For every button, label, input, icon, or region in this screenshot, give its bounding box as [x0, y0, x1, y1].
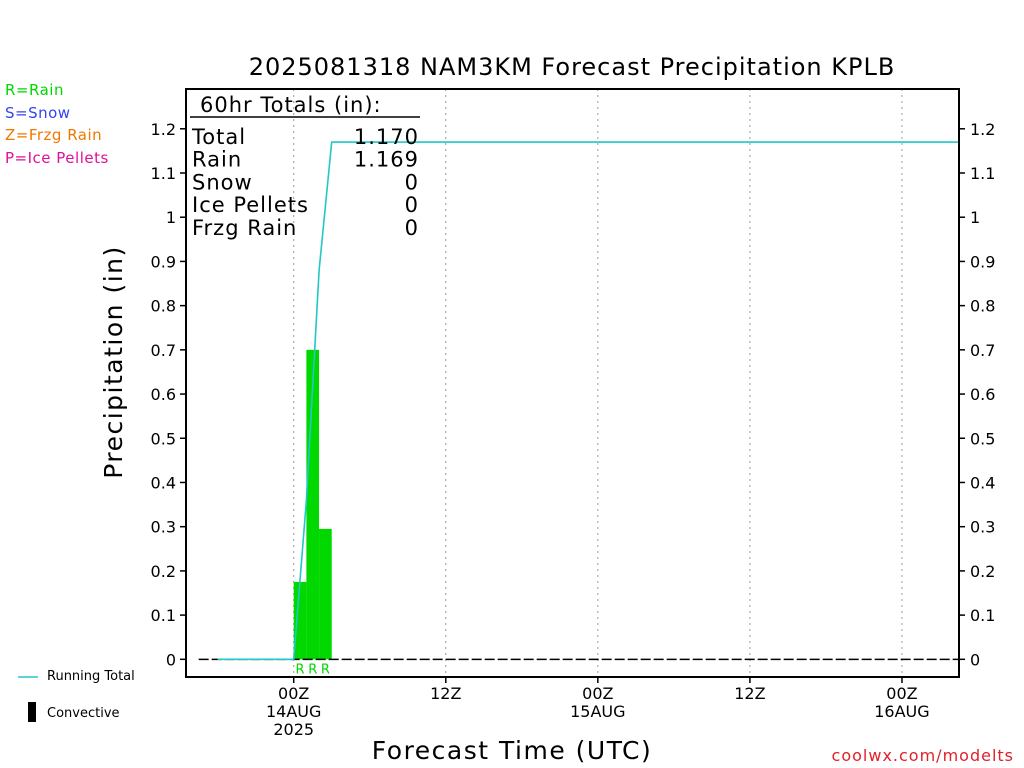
- y-tick-label-right: 0: [970, 650, 980, 669]
- x-tick-label: 00Z: [278, 684, 309, 703]
- y-tick-label-right: 0.1: [970, 606, 995, 625]
- convective-key-label: Convective: [47, 706, 120, 721]
- y-tick-label-right: 1: [970, 208, 980, 227]
- convective-key-swatch: [28, 702, 36, 722]
- y-tick-label-left: 0.2: [151, 562, 176, 581]
- totals-row-value: 1.169: [354, 148, 419, 172]
- totals-row-label: Snow: [192, 170, 253, 194]
- totals-row-label: Rain: [192, 148, 242, 172]
- legend-snow: S=Snow: [5, 104, 71, 122]
- totals-row-value: 0: [405, 170, 419, 194]
- y-tick-label-left: 0.9: [151, 252, 176, 271]
- x-tick-label: 2025: [273, 720, 314, 739]
- y-tick-label-left: 1.2: [151, 120, 176, 139]
- y-tick-label-left: 0.6: [151, 385, 176, 404]
- y-tick-label-right: 0.7: [970, 341, 995, 360]
- totals-row-label: Ice Pellets: [192, 193, 309, 217]
- x-tick-label: 16AUG: [874, 702, 929, 721]
- plot-frame: [185, 88, 960, 678]
- line-layer: [198, 141, 959, 661]
- x-tick-label: 14AUG: [266, 702, 321, 721]
- y-axis-label: Precipitation (in): [99, 245, 128, 479]
- y-tick-label-left: 0.3: [151, 518, 176, 537]
- y-tick-label-right: 0.3: [970, 518, 995, 537]
- site-credit[interactable]: coolwx.com/modelts: [831, 746, 1014, 765]
- y-tick-label-left: 0.1: [151, 606, 176, 625]
- totals-row-value: 0: [405, 193, 419, 217]
- x-tick-label: 00Z: [886, 684, 917, 703]
- totals-box: 60hr Totals (in): Total 1.170 Rain 1.169 Snow…: [190, 93, 420, 240]
- totals-row-value: 0: [405, 216, 419, 240]
- x-tick-label: 12Z: [430, 684, 461, 703]
- y-tick-label-right: 0.2: [970, 562, 995, 581]
- running-total-key-label: Running Total: [47, 669, 135, 684]
- grid-layer: [293, 89, 903, 677]
- precip-type-marker: R: [321, 662, 330, 677]
- running-total-line: [217, 141, 959, 661]
- precip-type-marker: R: [296, 662, 305, 677]
- tick-layer: 0 00.1 0.10.2 0.20.3 0.30.4 0.40.5 0.50.6 0.60.…: [151, 120, 996, 739]
- y-tick-label-left: 0.4: [151, 473, 176, 492]
- precip-bar: [319, 528, 332, 660]
- y-tick-label-right: 0.8: [970, 297, 995, 316]
- precip-bar: [293, 581, 307, 660]
- x-tick-label: 15AUG: [570, 702, 625, 721]
- precip-bar: [306, 349, 320, 660]
- x-tick-label: 00Z: [582, 684, 613, 703]
- chart-title: 2025081318 NAM3KM Forecast Precipitation…: [249, 53, 896, 81]
- y-tick-label-right: 0.6: [970, 385, 995, 404]
- y-tick-label-left: 0.8: [151, 297, 176, 316]
- y-tick-label-right: 0.4: [970, 473, 995, 492]
- y-tick-label-left: 0: [166, 650, 176, 669]
- totals-row-value: 1.170: [354, 125, 419, 149]
- y-tick-label-left: 0.7: [151, 341, 176, 360]
- y-tick-label-right: 1.1: [970, 164, 995, 183]
- x-axis-label: Forecast Time (UTC): [372, 736, 652, 765]
- y-tick-label-left: 1.1: [151, 164, 176, 183]
- totals-row-label: Frzg Rain: [192, 216, 297, 240]
- y-tick-label-right: 1.2: [970, 120, 995, 139]
- precip-type-marker: R: [308, 662, 317, 677]
- legend-rain: R=Rain: [5, 81, 64, 99]
- legend-frzg-rain: Z=Frzg Rain: [5, 126, 103, 144]
- totals-row-label: Total: [191, 125, 246, 149]
- legend-ice-pellets: P=Ice Pellets: [5, 149, 109, 167]
- y-tick-label-left: 1: [166, 208, 176, 227]
- y-tick-label-left: 0.5: [151, 429, 176, 448]
- y-tick-label-right: 0.5: [970, 429, 995, 448]
- x-tick-label: 12Z: [734, 684, 765, 703]
- y-tick-label-right: 0.9: [970, 252, 995, 271]
- totals-header: 60hr Totals (in):: [200, 93, 382, 117]
